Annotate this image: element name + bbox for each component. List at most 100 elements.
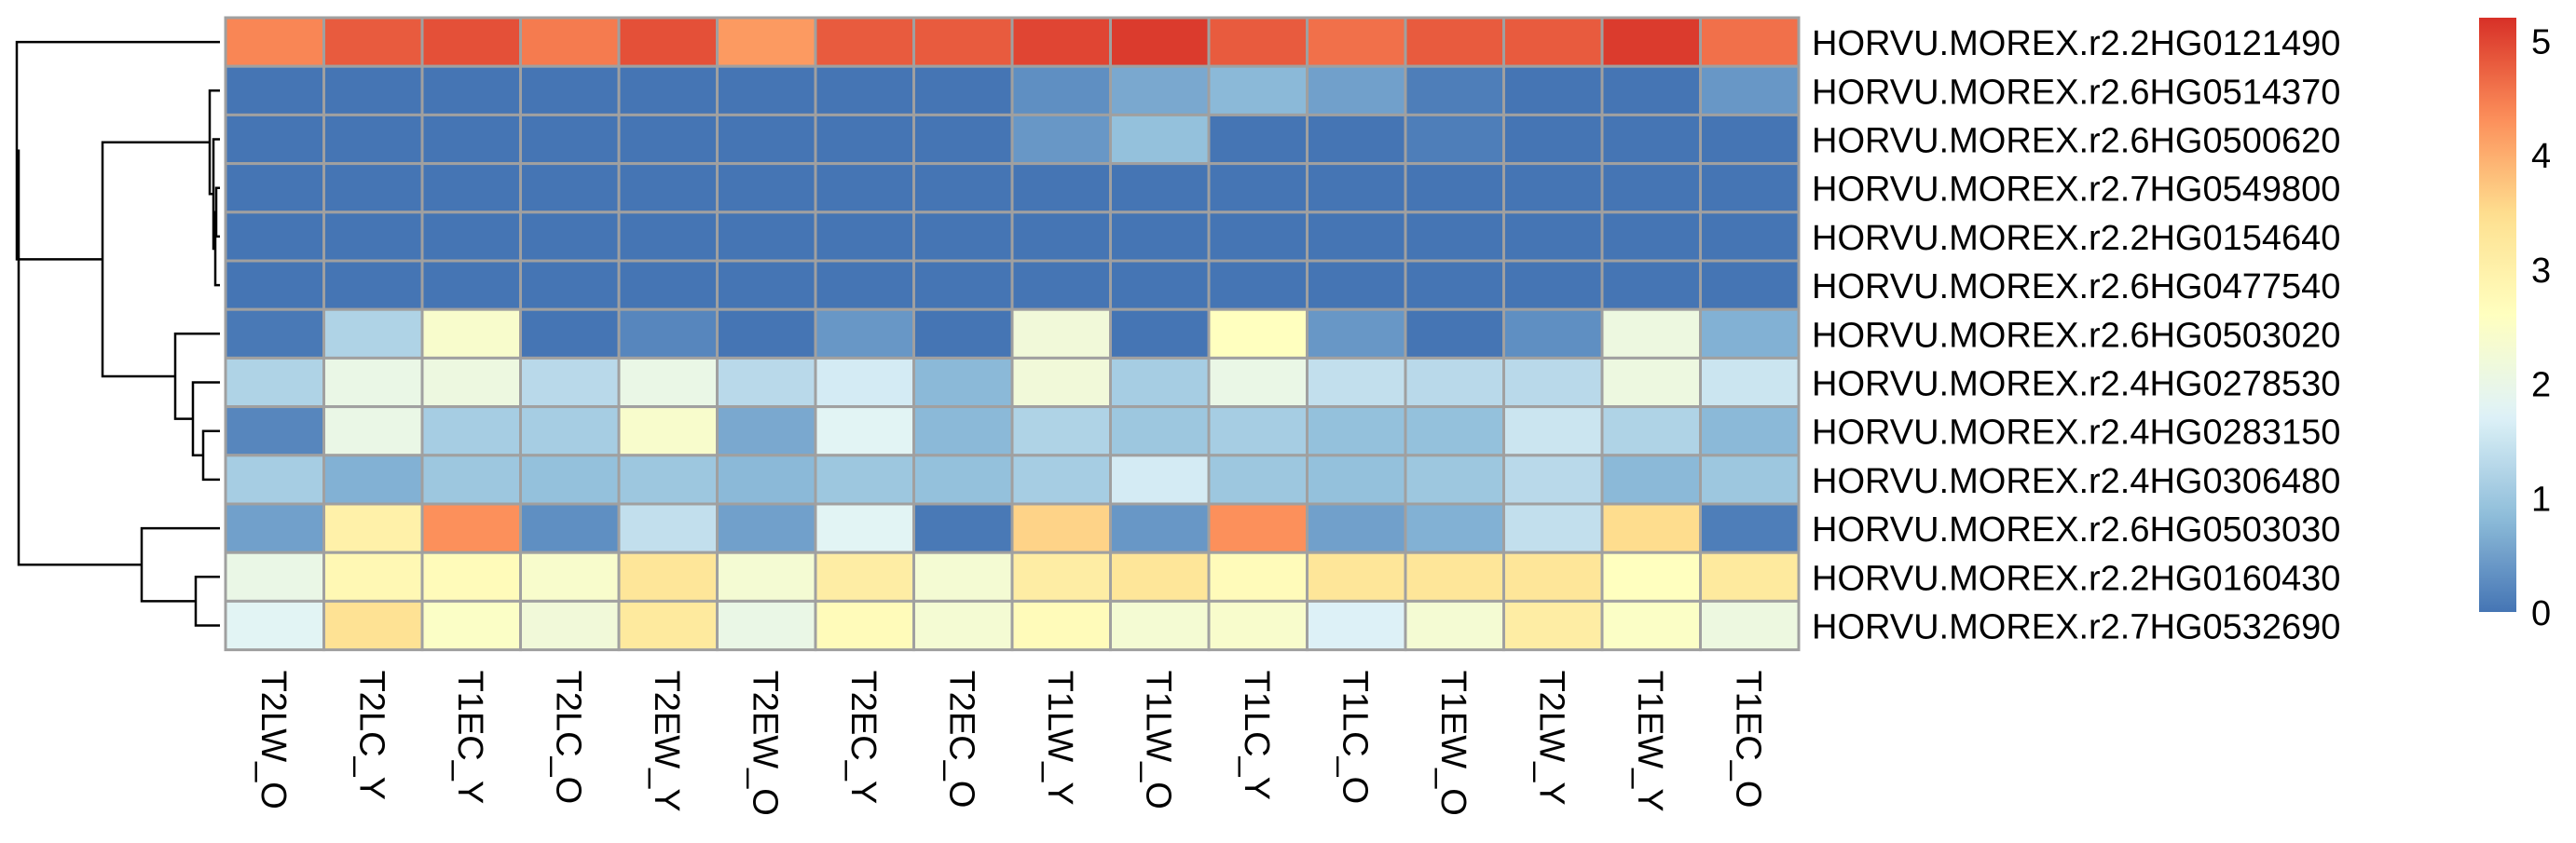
row-label: HORVU.MOREX.r2.7HG0532690	[1812, 608, 2340, 647]
heatmap-cell	[1699, 599, 1801, 652]
heatmap-cell	[1699, 502, 1801, 554]
heatmap-cell	[912, 454, 1014, 506]
heatmap-cell	[519, 259, 621, 311]
heatmap-cell	[1306, 64, 1407, 116]
heatmap-cell	[1502, 113, 1604, 166]
row-labels: HORVU.MOREX.r2.2HG0121490 HORVU.MOREX.r2.…	[1812, 24, 2340, 646]
heatmap-cell	[814, 16, 915, 68]
heatmap-cell	[1699, 16, 1801, 68]
row-label: HORVU.MOREX.r2.6HG0503030	[1812, 510, 2340, 550]
heatmap-cell	[1207, 211, 1309, 263]
heatmap-cell	[617, 211, 719, 263]
heatmap-cell	[420, 551, 522, 603]
heatmap-cell	[1404, 16, 1505, 68]
heatmap-cell	[1109, 16, 1211, 68]
heatmap-cell	[1502, 599, 1604, 652]
column-label: T1LW_Y	[1040, 671, 1079, 806]
row-label: HORVU.MOREX.r2.4HG0306480	[1812, 462, 2340, 501]
heatmap-cell	[1306, 307, 1407, 360]
heatmap-cell	[1207, 259, 1309, 311]
heatmap-cell	[1010, 211, 1112, 263]
heatmap-cell	[1600, 162, 1702, 214]
heatmap-cell	[1404, 502, 1505, 554]
heatmap-cell	[1306, 16, 1407, 68]
heatmap-cell	[420, 356, 522, 409]
heatmap-cell	[814, 259, 915, 311]
heatmap-cell	[420, 502, 522, 554]
heatmap-cell	[322, 307, 424, 360]
color-legend-tick-label: 4	[2531, 137, 2551, 176]
heatmap-cell	[1404, 551, 1505, 603]
heatmap-cell	[912, 113, 1014, 166]
heatmap-cell	[912, 356, 1014, 409]
heatmap-cell	[1600, 113, 1702, 166]
heatmap-cell	[1404, 64, 1505, 116]
heatmap-cell	[1306, 162, 1407, 214]
heatmap-cell	[519, 307, 621, 360]
heatmap-cell	[322, 113, 424, 166]
heatmap-cell	[716, 162, 817, 214]
heatmap-cell	[1010, 113, 1112, 166]
color-legend: 0 1 2 3 4 5	[2479, 18, 2551, 633]
heatmap-cell	[814, 113, 915, 166]
heatmap-cell	[1207, 162, 1309, 214]
heatmap-cell	[1207, 599, 1309, 652]
heatmap-cell	[617, 551, 719, 603]
row-label: HORVU.MOREX.r2.2HG0154640	[1812, 219, 2340, 258]
heatmap-cell	[617, 64, 719, 116]
heatmap-cell	[1404, 211, 1505, 263]
dendrogram-branch	[208, 89, 220, 196]
heatmap-cell	[224, 64, 325, 116]
heatmap-cell	[1109, 405, 1211, 457]
heatmap-cell	[617, 307, 719, 360]
heatmap-cell	[1699, 162, 1801, 214]
heatmap-cell	[716, 64, 817, 116]
heatmap-cell	[1109, 64, 1211, 116]
heatmap-cell	[519, 454, 621, 506]
heatmap-cells	[224, 16, 1801, 652]
heatmap-cell	[1010, 405, 1112, 457]
heatmap-cell	[814, 211, 915, 263]
heatmap-cell	[1404, 356, 1505, 409]
heatmap-cell	[1699, 405, 1801, 457]
heatmap-cell	[322, 356, 424, 409]
heatmap-cell	[617, 113, 719, 166]
heatmap-cell	[1404, 405, 1505, 457]
heatmap-cell	[1502, 64, 1604, 116]
heatmap-cell	[1600, 211, 1702, 263]
column-label: T2EW_Y	[647, 671, 686, 812]
column-label: T2EC_Y	[843, 671, 883, 805]
heatmap-cell	[1109, 356, 1211, 409]
heatmap-cell	[519, 599, 621, 652]
heatmap-cell	[1306, 356, 1407, 409]
heatmap-cell	[912, 502, 1014, 554]
heatmap-cell	[1010, 599, 1112, 652]
heatmap-cell	[519, 502, 621, 554]
heatmap-cell	[1404, 454, 1505, 506]
heatmap-cell	[912, 599, 1014, 652]
heatmap-cell	[1699, 64, 1801, 116]
row-label: HORVU.MOREX.r2.2HG0160430	[1812, 559, 2340, 598]
heatmap-cell	[1109, 211, 1211, 263]
heatmap-cell	[1404, 599, 1505, 652]
heatmap-cell	[716, 405, 817, 457]
heatmap-cell	[912, 405, 1014, 457]
row-label: HORVU.MOREX.r2.2HG0121490	[1812, 24, 2340, 63]
heatmap-cell	[716, 259, 817, 311]
heatmap-cell	[1010, 259, 1112, 311]
heatmap-cell	[1306, 454, 1407, 506]
heatmap-cell	[322, 599, 424, 652]
column-label: T1EW_O	[1433, 671, 1473, 816]
dendrogram-branch	[15, 40, 220, 261]
heatmap-cell	[519, 162, 621, 214]
heatmap-cell	[420, 16, 522, 68]
column-label: T2LW_O	[253, 671, 293, 809]
dendrogram-branch	[194, 576, 220, 627]
heatmap-cell	[1502, 356, 1604, 409]
column-label: T1EW_Y	[1630, 671, 1669, 812]
heatmap-cell	[814, 551, 915, 603]
heatmap-cell	[1600, 307, 1702, 360]
row-label: HORVU.MOREX.r2.7HG0549800	[1812, 170, 2340, 210]
heatmap-cell	[322, 405, 424, 457]
